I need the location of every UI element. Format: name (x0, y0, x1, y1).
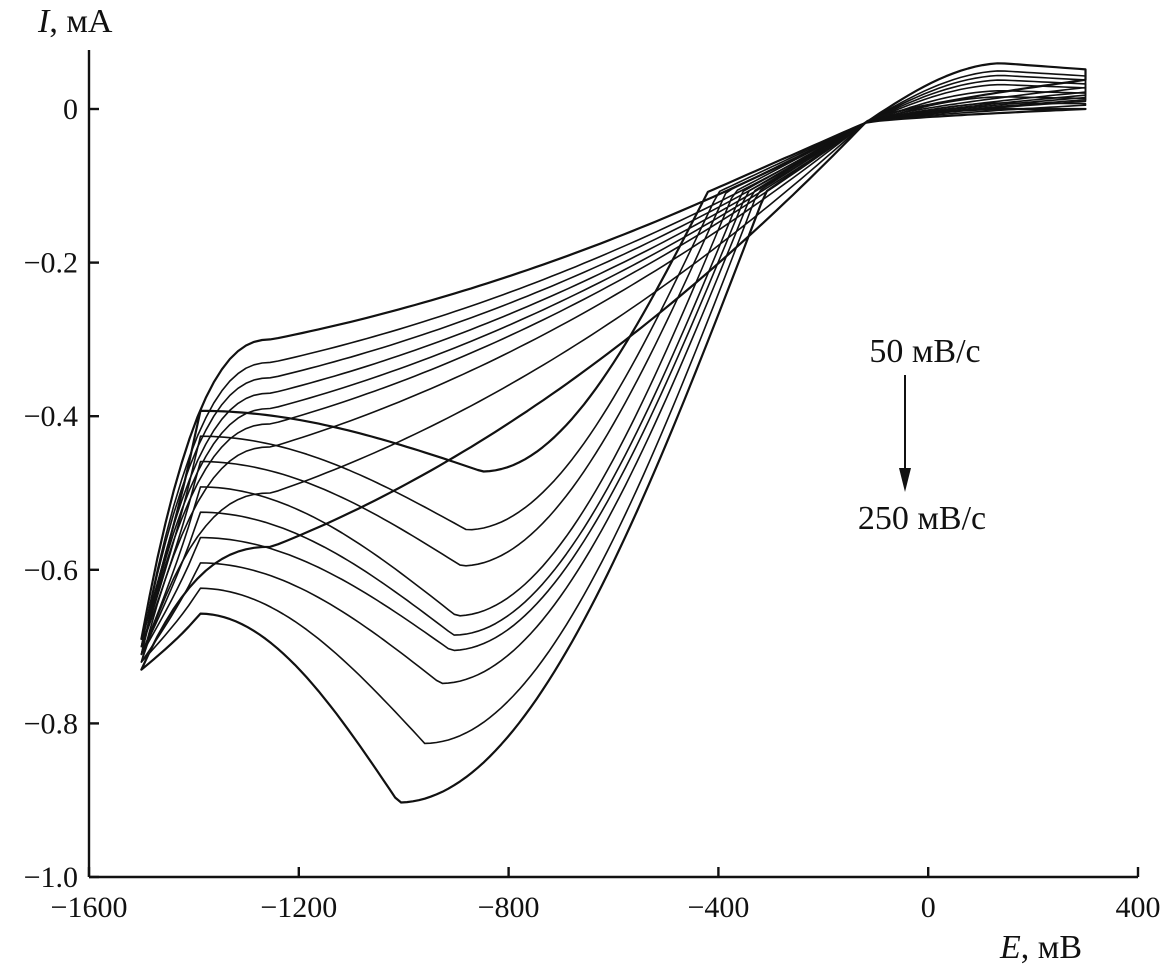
x-axis-symbol: E (999, 929, 1021, 966)
y-axis-symbol: I (37, 3, 51, 40)
y-tick-label: −0.6 (24, 554, 78, 587)
cv-curves (140, 62, 1087, 804)
x-tick-label: −400 (687, 891, 749, 924)
cv-curve-7 (140, 74, 1087, 685)
cv-curve-1 (140, 107, 1087, 640)
cv-curve-5 (140, 83, 1087, 656)
x-tick-label: −800 (478, 891, 540, 924)
y-tick-label: −0.4 (24, 400, 78, 433)
cv-curve-8 (140, 70, 1087, 745)
cv-curve-9 (140, 62, 1087, 804)
x-axis-unit: , мВ (1021, 929, 1082, 966)
y-axis-title: I, мА (37, 3, 113, 40)
y-tick-label: −0.8 (24, 707, 78, 740)
x-axis-ticks: −1600 −1200 −800 −400 0 400 (51, 867, 1161, 924)
scan-rate-end-label: 250 мВ/с (858, 500, 986, 537)
y-axis-unit: , мА (49, 3, 113, 40)
x-tick-label: 400 (1116, 891, 1161, 924)
y-tick-label: 0 (63, 93, 78, 126)
y-tick-label: −0.2 (24, 247, 78, 280)
cv-curve-6 (140, 79, 1087, 656)
cv-curve-2 (140, 102, 1087, 648)
cv-curve-4 (140, 90, 1087, 656)
scan-rate-start-label: 50 мВ/с (869, 333, 980, 370)
cv-curve-3 (140, 96, 1087, 648)
x-tick-label: −1600 (51, 891, 128, 924)
x-axis-title: E, мВ (999, 929, 1082, 966)
y-axis-ticks: 0 −0.2 −0.4 −0.6 −0.8 −1.0 (24, 93, 99, 894)
x-tick-label: 0 (921, 891, 936, 924)
scan-rate-arrow-head (899, 468, 911, 492)
y-tick-label: −1.0 (24, 861, 78, 894)
scan-rate-annotation: 50 мВ/с 250 мВ/с (858, 333, 986, 537)
x-tick-label: −1200 (260, 891, 337, 924)
